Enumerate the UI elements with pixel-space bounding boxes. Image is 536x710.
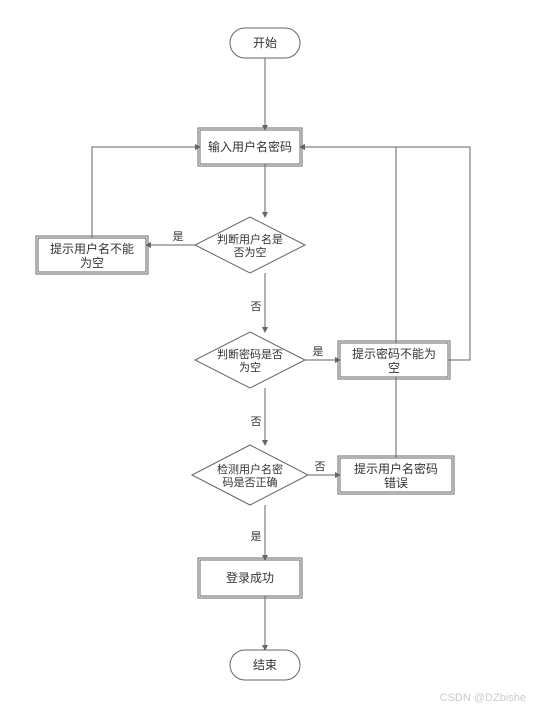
edge-err_pwd-input xyxy=(300,147,470,360)
svg-text:开始: 开始 xyxy=(253,36,277,50)
edge-err_user-input xyxy=(92,147,200,238)
edge-label: 是 xyxy=(313,345,324,358)
node-d2: 判断密码是否为空 xyxy=(195,332,305,388)
edge-label: 是 xyxy=(251,530,262,543)
svg-text:提示用户名密码: 提示用户名密码 xyxy=(354,461,438,476)
edge-label: 否 xyxy=(251,301,262,313)
edge-label: 是 xyxy=(173,230,184,243)
svg-text:判断密码是否: 判断密码是否 xyxy=(217,347,283,361)
node-err_user: 提示用户名不能为空 xyxy=(36,236,148,274)
watermark-text: CSDN @DZbishe xyxy=(440,692,526,704)
svg-text:错误: 错误 xyxy=(384,476,408,490)
svg-text:登录成功: 登录成功 xyxy=(226,570,274,585)
svg-text:输入用户名密码: 输入用户名密码 xyxy=(208,139,292,154)
flowchart-canvas: 是否是否否是开始输入用户名密码判断用户名是否为空提示用户名不能为空判断密码是否为… xyxy=(0,0,536,710)
node-end: 结束 xyxy=(230,650,300,680)
svg-text:提示密码不能为: 提示密码不能为 xyxy=(352,346,436,361)
svg-text:否为空: 否为空 xyxy=(234,245,267,259)
edge-label: 否 xyxy=(251,416,262,428)
svg-text:检测用户名密: 检测用户名密 xyxy=(217,462,283,476)
node-d3: 检测用户名密码是否正确 xyxy=(192,445,308,505)
node-d1: 判断用户名是否为空 xyxy=(195,217,305,273)
node-input: 输入用户名密码 xyxy=(198,128,302,166)
node-start: 开始 xyxy=(230,28,300,58)
svg-text:为空: 为空 xyxy=(239,360,261,374)
edge-err_wrong-input xyxy=(300,147,396,458)
node-err_wrong: 提示用户名密码错误 xyxy=(338,456,454,494)
node-err_pwd: 提示密码不能为空 xyxy=(338,341,450,379)
svg-text:码是否正确: 码是否正确 xyxy=(223,476,278,489)
svg-text:为空: 为空 xyxy=(80,256,104,270)
svg-text:结束: 结束 xyxy=(253,658,277,672)
node-success: 登录成功 xyxy=(198,558,302,598)
svg-text:提示用户名不能: 提示用户名不能 xyxy=(50,241,134,256)
svg-text:空: 空 xyxy=(388,361,400,375)
svg-text:判断用户名是: 判断用户名是 xyxy=(217,232,283,246)
edge-label: 否 xyxy=(315,461,326,473)
